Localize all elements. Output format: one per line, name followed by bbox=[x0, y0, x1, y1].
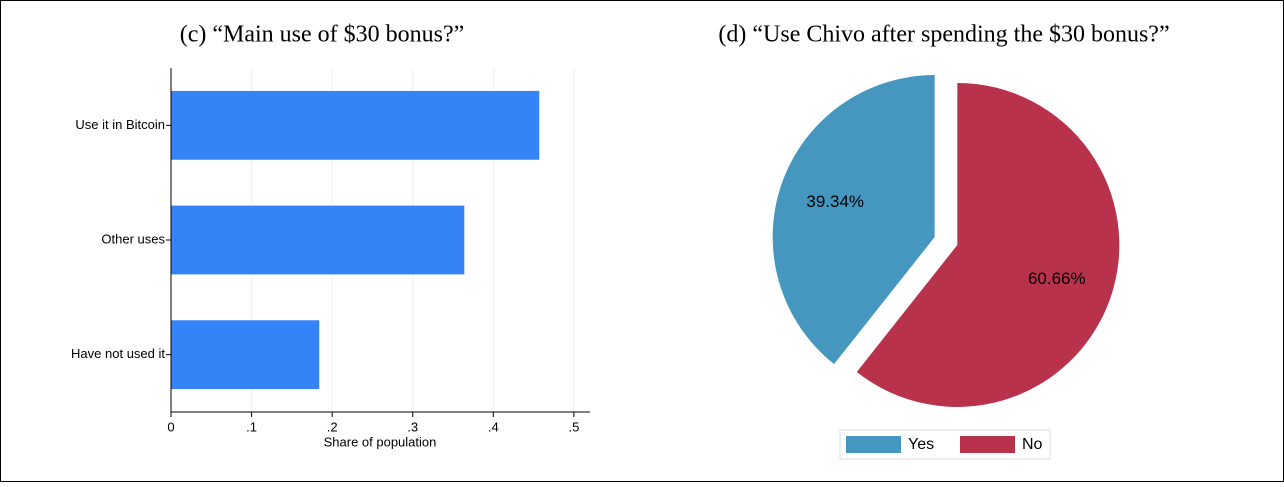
chart-title: (c) “Main use of $30 bonus?” bbox=[180, 22, 465, 48]
y-tick-label: Have not used it bbox=[71, 346, 165, 361]
bar bbox=[171, 90, 540, 160]
y-tick-label: Use it in Bitcoin bbox=[75, 117, 165, 132]
x-tick-label: .4 bbox=[488, 419, 499, 434]
legend-swatch bbox=[960, 436, 1015, 453]
chart-title: (d) “Use Chivo after spending the $30 bo… bbox=[718, 22, 1169, 48]
legend-label: Yes bbox=[908, 436, 934, 453]
x-tick-label: .1 bbox=[246, 419, 257, 434]
pie-slice bbox=[772, 75, 935, 365]
bar bbox=[171, 205, 465, 275]
legend-label: No bbox=[1022, 436, 1043, 453]
data-label: 60.66% bbox=[1028, 269, 1086, 288]
y-tick-label: Other uses bbox=[101, 231, 165, 246]
x-tick-label: .5 bbox=[568, 419, 579, 434]
legend-swatch bbox=[846, 436, 901, 453]
pie-slice bbox=[856, 82, 1120, 407]
data-label: 39.34% bbox=[806, 192, 864, 211]
x-tick-label: 0 bbox=[167, 419, 174, 434]
x-axis-label: Share of population bbox=[324, 434, 437, 449]
x-tick-label: .3 bbox=[407, 419, 418, 434]
x-tick-label: .2 bbox=[327, 419, 338, 434]
bar bbox=[171, 320, 320, 390]
